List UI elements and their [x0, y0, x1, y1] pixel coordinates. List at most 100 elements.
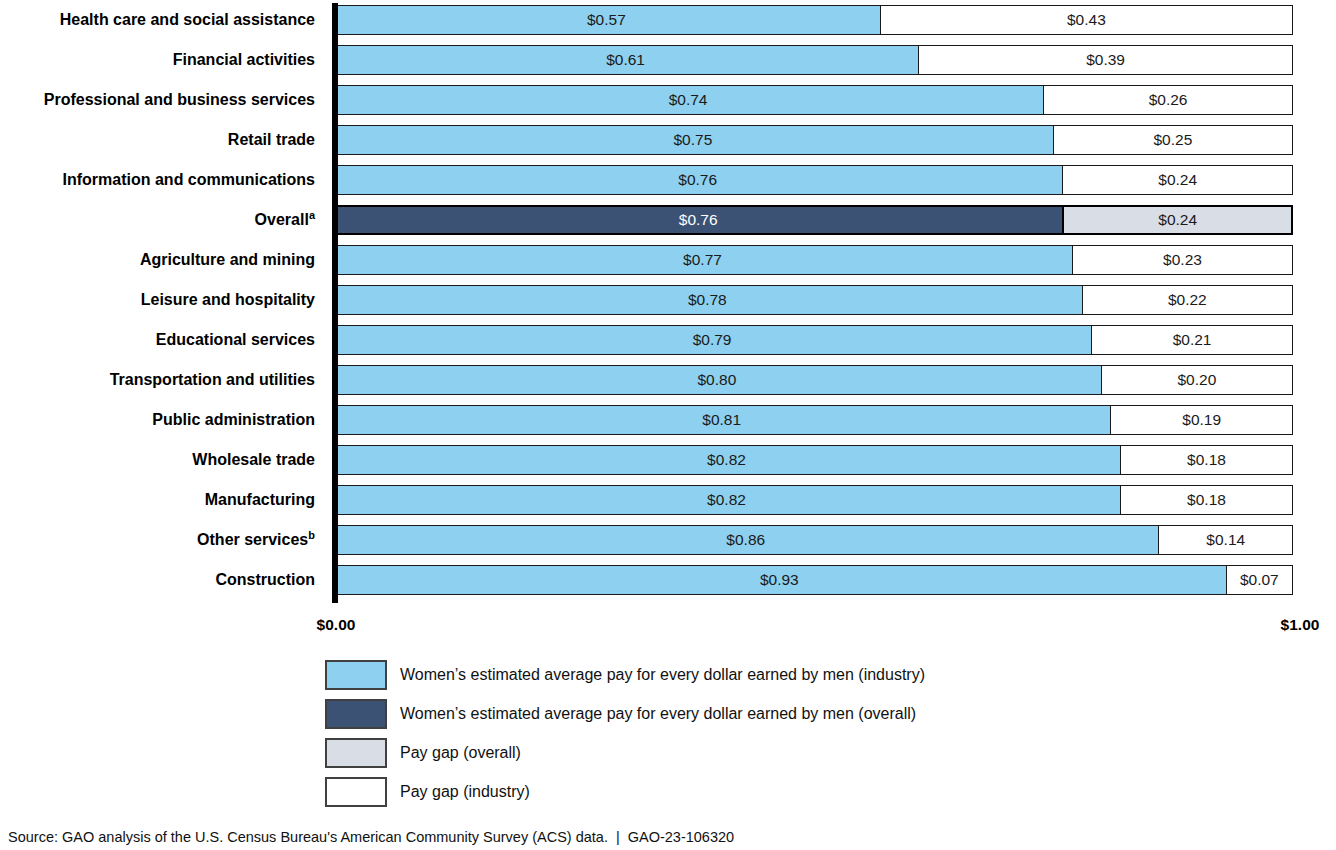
industry-pay-segment: $0.78	[332, 285, 1082, 315]
industry-gap-segment: $0.23	[1072, 245, 1293, 275]
source-separator: |	[616, 829, 620, 845]
overall-pay-segment: $0.76	[332, 205, 1062, 235]
industry-pay-segment: $0.82	[332, 485, 1120, 515]
industry-gap-segment: $0.14	[1158, 525, 1293, 555]
category-label: Professional and business services	[0, 92, 332, 109]
legend: Women’s estimated average pay for every …	[325, 660, 1336, 807]
category-label: Construction	[0, 572, 332, 589]
pay-value-label: $0.82	[707, 451, 746, 469]
pay-value-label: $0.75	[673, 131, 712, 149]
category-label: Public administration	[0, 412, 332, 429]
bar-track: $0.75 $0.25	[332, 125, 1293, 155]
industry-gap-segment: $0.18	[1120, 445, 1293, 475]
overall-gap-segment: $0.24	[1062, 205, 1293, 235]
pay-gap-stacked-bar-chart: Health care and social assistance$0.57$0…	[0, 0, 1336, 850]
source-text: Source: GAO analysis of the U.S. Census …	[8, 829, 608, 845]
pay-value-label: $0.79	[693, 331, 732, 349]
industry-pay-segment: $0.80	[332, 365, 1101, 395]
industry-gap-swatch	[325, 777, 387, 807]
legend-label: Pay gap (industry)	[400, 783, 530, 801]
gap-value-label: $0.23	[1163, 251, 1202, 269]
category-label: Wholesale trade	[0, 452, 332, 469]
legend-item-overall-gap: Pay gap (overall)	[325, 738, 1336, 768]
chart-row: Transportation and utilities $0.80 $0.20	[0, 360, 1336, 400]
industry-pay-segment: $0.79	[332, 325, 1091, 355]
pay-value-label: $0.80	[698, 371, 737, 389]
chart-row: Retail trade $0.75 $0.25	[0, 120, 1336, 160]
category-label: Educational services	[0, 332, 332, 349]
category-label: Agriculture and mining	[0, 252, 332, 269]
industry-gap-segment: $0.24	[1062, 165, 1293, 195]
gap-value-label: $0.18	[1187, 491, 1226, 509]
gap-value-label: $0.25	[1153, 131, 1192, 149]
bar-track: $0.77 $0.23	[332, 245, 1293, 275]
chart-row: Leisure and hospitality $0.78 $0.22	[0, 280, 1336, 320]
bar-track: $0.80 $0.20	[332, 365, 1293, 395]
industry-gap-segment: $0.26	[1043, 85, 1293, 115]
industry-pay-segment: $0.75	[332, 125, 1053, 155]
chart-row: Professional and business services $0.74 $…	[0, 80, 1336, 120]
y-axis-line	[332, 3, 338, 603]
bar-track: $0.76$0.24	[332, 165, 1293, 195]
industry-gap-segment: $0.07	[1226, 565, 1293, 595]
chart-row: Public administration $0.81 $0.19	[0, 400, 1336, 440]
chart-row: Wholesale trade $0.82 $0.18	[0, 440, 1336, 480]
overall-gap-swatch	[325, 738, 387, 768]
chart-row: Educational services $0.79 $0.21	[0, 320, 1336, 360]
chart-row: Agriculture and mining$0.77 $0.23	[0, 240, 1336, 280]
bar-track: $0.76 $0.24	[332, 205, 1293, 235]
pay-value-label: $0.93	[760, 571, 799, 589]
industry-pay-segment: $0.57	[332, 5, 880, 35]
chart-row: Manufacturing $0.82 $0.18	[0, 480, 1336, 520]
pay-value-label: $0.81	[702, 411, 741, 429]
industry-gap-segment: $0.18	[1120, 485, 1293, 515]
pay-value-label: $0.78	[688, 291, 727, 309]
pay-value-label: $0.76	[679, 211, 718, 229]
industry-gap-segment: $0.19	[1110, 405, 1293, 435]
category-label: Transportation and utilities	[0, 372, 332, 389]
industry-gap-segment: $0.43	[880, 5, 1293, 35]
industry-pay-segment: $0.76	[332, 165, 1062, 195]
gap-value-label: $0.19	[1182, 411, 1221, 429]
legend-item-industry-gap: Pay gap (industry)	[325, 777, 1336, 807]
gap-value-label: $0.39	[1086, 51, 1125, 69]
gap-value-label: $0.20	[1178, 371, 1217, 389]
industry-pay-segment: $0.86	[332, 525, 1158, 555]
industry-pay-segment: $0.77	[332, 245, 1072, 275]
pay-value-label: $0.74	[669, 91, 708, 109]
gap-value-label: $0.22	[1168, 291, 1207, 309]
legend-item-overall-pay: Women’s estimated average pay for every …	[325, 699, 1336, 729]
category-label: Health care and social assistance	[0, 12, 332, 29]
chart-row: Construction $0.93 $0.07	[0, 560, 1336, 600]
chart-row: Financial activities$0.61$0.39	[0, 40, 1336, 80]
category-label: Retail trade	[0, 132, 332, 149]
chart-row: Health care and social assistance$0.57$0…	[0, 0, 1336, 40]
category-label: Leisure and hospitality	[0, 292, 332, 309]
pay-value-label: $0.86	[726, 531, 765, 549]
industry-pay-segment: $0.74	[332, 85, 1043, 115]
gap-value-label: $0.18	[1187, 451, 1226, 469]
bar-track: $0.79 $0.21	[332, 325, 1293, 355]
industry-gap-segment: $0.20	[1101, 365, 1293, 395]
industry-gap-segment: $0.22	[1082, 285, 1293, 315]
chart-row: Information and communications$0.76$0.24	[0, 160, 1336, 200]
overall-pay-swatch	[325, 699, 387, 729]
gap-value-label: $0.21	[1173, 331, 1212, 349]
bar-rows: Health care and social assistance$0.57$0…	[0, 0, 1336, 600]
legend-label: Women’s estimated average pay for every …	[400, 705, 916, 723]
x-axis-min-label: $0.00	[317, 616, 356, 634]
chart-row: Other servicesb $0.86 $0.14	[0, 520, 1336, 560]
pay-value-label: $0.82	[707, 491, 746, 509]
industry-gap-segment: $0.25	[1053, 125, 1293, 155]
industry-gap-segment: $0.39	[918, 45, 1293, 75]
pay-value-label: $0.61	[606, 51, 645, 69]
bar-track: $0.86 $0.14	[332, 525, 1293, 555]
industry-pay-swatch	[325, 660, 387, 690]
category-label: Manufacturing	[0, 492, 332, 509]
gap-value-label: $0.26	[1149, 91, 1188, 109]
chart-row: Overalla $0.76 $0.24	[0, 200, 1336, 240]
category-label: Overalla	[0, 210, 332, 229]
industry-gap-segment: $0.21	[1091, 325, 1293, 355]
category-label: Other servicesb	[0, 530, 332, 549]
bar-track: $0.93 $0.07	[332, 565, 1293, 595]
